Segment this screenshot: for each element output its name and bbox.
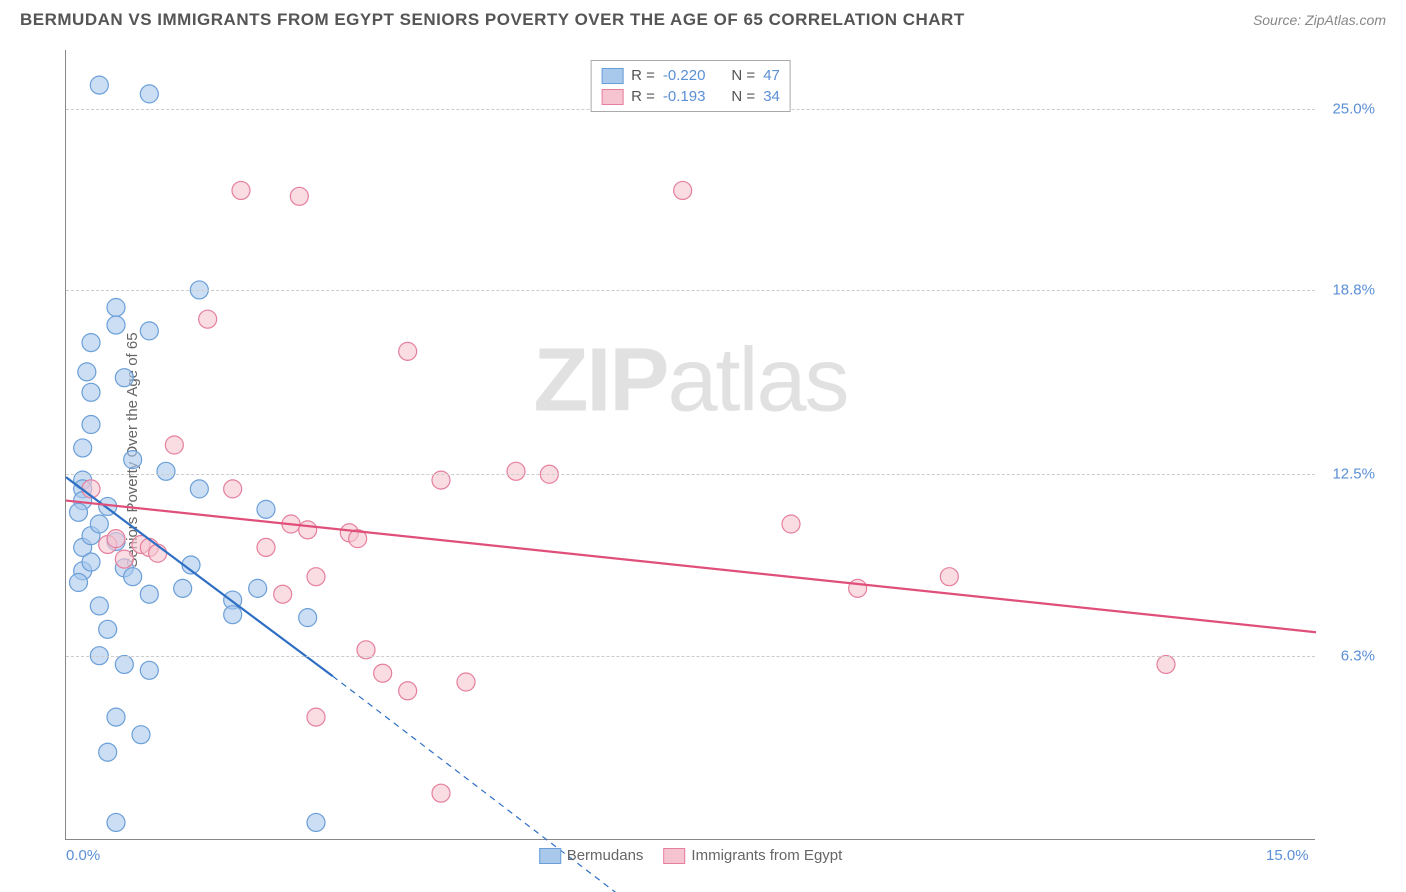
y-tick-label: 6.3% [1341,647,1375,664]
data-point-bermudans [299,609,317,627]
source-attribution: Source: ZipAtlas.com [1253,12,1386,28]
plot-svg [66,50,1315,839]
legend-series: Bermudans Immigrants from Egypt [539,847,843,864]
data-point-bermudans [82,334,100,352]
data-point-bermudans [174,579,192,597]
data-point-bermudans [107,298,125,316]
grid-line [66,656,1315,657]
data-point-egypt [849,579,867,597]
data-point-bermudans [70,574,88,592]
data-point-egypt [432,784,450,802]
data-point-egypt [257,538,275,556]
data-point-egypt [782,515,800,533]
n-value-bermudans: 47 [763,67,780,84]
data-point-bermudans [157,462,175,480]
data-point-bermudans [224,606,242,624]
legend-label-egypt: Immigrants from Egypt [691,847,842,864]
data-point-egypt [232,181,250,199]
chart-title: BERMUDAN VS IMMIGRANTS FROM EGYPT SENIOR… [20,10,965,30]
chart-container: Seniors Poverty Over the Age of 65 ZIPat… [50,40,1390,860]
swatch-bermudans-icon [539,848,561,864]
data-point-bermudans [124,451,142,469]
data-point-bermudans [90,597,108,615]
data-point-bermudans [90,76,108,94]
data-point-egypt [399,682,417,700]
legend-correlation: R = -0.220 N = 47 R = -0.193 N = 34 [590,60,791,112]
source-prefix: Source: [1253,12,1305,28]
legend-row-egypt: R = -0.193 N = 34 [601,86,780,107]
data-point-egypt [149,544,167,562]
data-point-bermudans [140,661,158,679]
data-point-bermudans [140,585,158,603]
data-point-bermudans [107,316,125,334]
y-tick-label: 12.5% [1332,466,1375,483]
n-label: N = [731,67,755,84]
data-point-bermudans [140,85,158,103]
data-point-bermudans [140,322,158,340]
source-name: ZipAtlas.com [1305,12,1386,28]
data-point-bermudans [78,363,96,381]
swatch-bermudans [601,68,623,84]
x-tick-label: 0.0% [66,847,100,864]
data-point-egypt [115,550,133,568]
data-point-egypt [274,585,292,603]
chart-header: BERMUDAN VS IMMIGRANTS FROM EGYPT SENIOR… [0,0,1406,35]
data-point-bermudans [257,500,275,518]
r-label: R = [631,88,655,105]
data-point-egypt [307,568,325,586]
data-point-bermudans [90,515,108,533]
data-point-bermudans [132,726,150,744]
legend-label-bermudans: Bermudans [567,847,644,864]
data-point-bermudans [249,579,267,597]
y-tick-label: 25.0% [1332,100,1375,117]
legend-row-bermudans: R = -0.220 N = 47 [601,65,780,86]
data-point-bermudans [99,620,117,638]
swatch-egypt [601,89,623,105]
data-point-bermudans [107,708,125,726]
data-point-bermudans [107,813,125,831]
r-value-bermudans: -0.220 [663,67,706,84]
trend-line-egypt [66,501,1316,633]
data-point-bermudans [115,369,133,387]
legend-item-bermudans: Bermudans [539,847,644,864]
data-point-egypt [457,673,475,691]
data-point-egypt [674,181,692,199]
data-point-egypt [107,530,125,548]
data-point-bermudans [190,480,208,498]
r-label: R = [631,67,655,84]
data-point-bermudans [70,503,88,521]
r-value-egypt: -0.193 [663,88,706,105]
data-point-egypt [299,521,317,539]
x-tick-label: 15.0% [1266,847,1309,864]
data-point-bermudans [82,416,100,434]
plot-area: ZIPatlas R = -0.220 N = 47 R = -0.193 N … [65,50,1315,840]
data-point-bermudans [99,743,117,761]
y-tick-label: 18.8% [1332,281,1375,298]
data-point-egypt [224,480,242,498]
data-point-bermudans [82,553,100,571]
grid-line [66,474,1315,475]
data-point-egypt [199,310,217,328]
data-point-egypt [165,436,183,454]
data-point-egypt [290,187,308,205]
trend-line-bermudans [66,477,333,676]
n-label: N = [731,88,755,105]
data-point-bermudans [307,813,325,831]
n-value-egypt: 34 [763,88,780,105]
legend-item-egypt: Immigrants from Egypt [663,847,842,864]
data-point-bermudans [115,655,133,673]
data-point-bermudans [74,439,92,457]
swatch-egypt-icon [663,848,685,864]
data-point-bermudans [82,383,100,401]
data-point-egypt [374,664,392,682]
data-point-bermudans [124,568,142,586]
data-point-egypt [507,462,525,480]
data-point-egypt [1157,655,1175,673]
data-point-egypt [307,708,325,726]
data-point-egypt [399,342,417,360]
data-point-egypt [940,568,958,586]
grid-line [66,290,1315,291]
